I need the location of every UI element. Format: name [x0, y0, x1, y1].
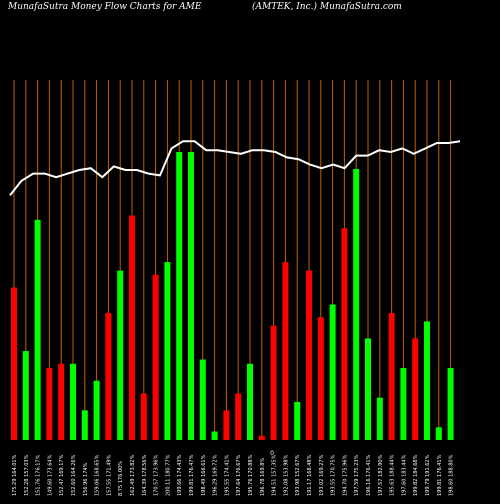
- baseline-label: 0: [270, 450, 274, 457]
- money-flow-bar: [34, 219, 41, 440]
- x-tick-label: 198.49 166.61%: [201, 454, 207, 496]
- money-flow-bar: [353, 168, 360, 441]
- x-tick-label: 197.57 182.90%: [378, 454, 384, 496]
- money-flow-bar: [235, 393, 242, 440]
- money-flow-bar: [365, 338, 371, 440]
- money-flow-bar: [81, 410, 88, 440]
- money-flow-bar: [93, 380, 100, 440]
- x-tick-label: 152.47 169.17%: [59, 454, 65, 496]
- money-flow-bar: [329, 304, 336, 440]
- x-tick-label: 199.82 184.68%: [413, 454, 419, 496]
- x-tick-label: 170.57 173.96%: [154, 454, 160, 496]
- chart-title: MunafaSutra Money Flow Charts for AME: [8, 2, 202, 12]
- x-tick-label: 196.16 176.41%: [366, 454, 372, 496]
- x-tick-label: 199.81 176.47%: [189, 454, 195, 496]
- x-tick-label: 193.55 170.75%: [331, 454, 337, 496]
- x-tick-label: 197.64 176.67%: [236, 454, 242, 496]
- money-flow-bar: [341, 228, 348, 440]
- x-tick-label: 193.02 169.27%: [319, 454, 325, 496]
- x-tick-label: 157.55 171.49%: [106, 454, 112, 496]
- money-flow-bar: [388, 312, 395, 440]
- x-tick-label: 200.11 180.77%: [165, 454, 171, 496]
- x-tick-label: 193.98 152.67%: [295, 454, 301, 496]
- money-flow-bar: [247, 363, 253, 440]
- money-flow-bar: [140, 393, 147, 440]
- money-flow-bar: [129, 215, 135, 440]
- money-flow-bar: [199, 359, 206, 440]
- money-flow-bar: [70, 363, 76, 440]
- x-tick-label: 195.55 174.41%: [224, 454, 230, 496]
- x-tick-label: 192.08 153.98%: [283, 454, 289, 496]
- money-flow-bar: [376, 397, 383, 440]
- money-flow-bar: [424, 321, 430, 440]
- money-flow-bar: [11, 287, 17, 440]
- x-tick-label: 197.60 183.44%: [401, 454, 407, 496]
- money-flow-bar: [317, 317, 324, 440]
- x-tick-label: 194.51 157.35%: [272, 454, 278, 496]
- money-flow-bar: [282, 262, 289, 440]
- chart-subtitle: (AMTEK, Inc.) MunafaSutra.com: [252, 2, 402, 12]
- x-tick-label: 149.60 173.64%: [47, 454, 53, 496]
- money-flow-bar: [447, 368, 454, 440]
- money-flow-bar: [306, 270, 312, 440]
- money-flow-bar: [270, 325, 277, 440]
- x-tick-label: 198.60 188.80%: [449, 454, 455, 496]
- money-flow-bar: [412, 338, 419, 440]
- x-tick-label: 175.29 164.01%: [12, 454, 18, 496]
- x-tick-label: 195.76 170.88%: [248, 454, 254, 496]
- x-tick-label: 191.17 168.48%: [307, 454, 313, 496]
- x-tick-label: 194.70 175.96%: [342, 454, 348, 496]
- price-line: [9, 140, 461, 196]
- x-tick-label: 151.76 176.17%: [36, 454, 42, 496]
- x-tick-label: 164.39 178.56%: [142, 454, 148, 496]
- x-tick-label: 195.63 188.44%: [390, 454, 396, 496]
- money-flow-bar: [188, 152, 194, 440]
- x-tick-label: 199.81 176.41%: [437, 454, 443, 496]
- money-flow-bar: [223, 410, 230, 440]
- money-flow-bar: [294, 401, 301, 440]
- money-flow-bar: [152, 274, 159, 440]
- x-tick-label: 152.60 164.26%: [71, 454, 77, 496]
- money-flow-bar: [105, 312, 112, 440]
- x-tick-label: 152.28 157.03%: [24, 454, 30, 496]
- x-tick-label: 196.29 169.72%: [213, 454, 219, 496]
- money-flow-bar: [435, 427, 442, 440]
- x-tick-label: 199.66 174.43%: [177, 454, 183, 496]
- money-flow-bar: [400, 368, 407, 440]
- money-flow-bar: [258, 435, 265, 440]
- x-tick-label: 156.96 174%: [83, 462, 89, 496]
- x-tick-label: 197.59 175.23%: [354, 454, 360, 496]
- money-flow-bar: [211, 431, 218, 440]
- money-flow-bar: [46, 368, 53, 440]
- x-tick-label: 199.79 191.62%: [425, 454, 431, 496]
- x-tick-label: 8.75 176.00%: [118, 461, 124, 496]
- x-tick-label: 196.78 169.8%: [260, 458, 266, 496]
- money-flow-bar: [58, 363, 65, 440]
- x-tick-label: 162.49 173.82%: [130, 454, 136, 496]
- money-flow-bar: [117, 270, 124, 440]
- x-tick-label: 159.06 168.65%: [95, 454, 101, 496]
- money-flow-bar: [164, 262, 171, 440]
- money-flow-bar: [22, 351, 29, 440]
- money-flow-bar: [176, 152, 183, 440]
